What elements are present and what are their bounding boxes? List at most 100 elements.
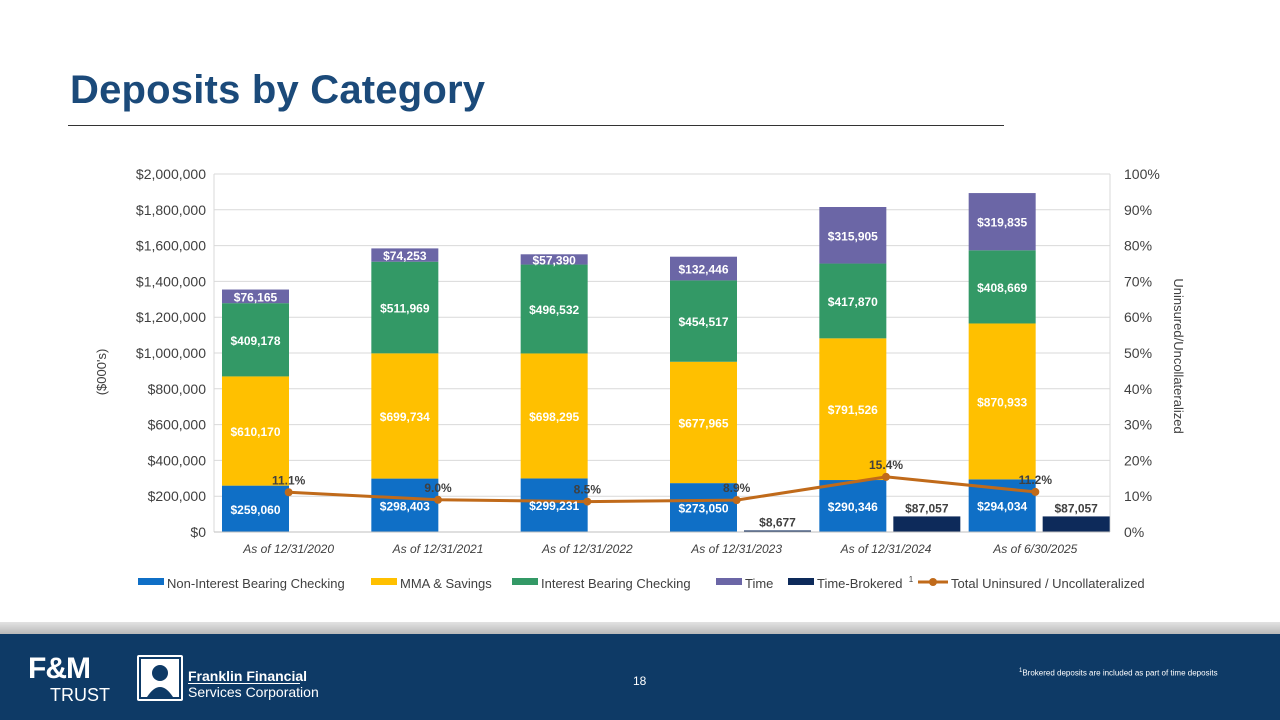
- time-data-label: $319,835: [977, 216, 1027, 230]
- y-tick-label: $200,000: [148, 488, 207, 504]
- y-tick-label: $0: [190, 524, 206, 540]
- company-name-line1: Franklin Financial: [188, 668, 308, 684]
- mma-data-label: $870,933: [977, 395, 1027, 409]
- footer-band: [0, 622, 1280, 634]
- time-data-label: $132,446: [678, 263, 728, 277]
- interest-bar: [520, 264, 588, 354]
- brokered-bar: [744, 530, 811, 532]
- non_interest-data-label: $290,346: [828, 500, 878, 514]
- x-axis: As of 12/31/2020 As of 12/31/2021 As of 12…: [214, 531, 1110, 556]
- legend-label: Time-Brokered: [817, 576, 902, 591]
- footnote-marker: 1: [1019, 668, 1023, 674]
- interest-bar: [968, 250, 1036, 324]
- brokered-data-label: $87,057: [905, 501, 949, 515]
- y-tick-label: $1,600,000: [136, 238, 206, 254]
- mma-data-label: $791,526: [828, 403, 878, 417]
- brokered-data-label: $8,677: [759, 515, 796, 529]
- mma-bar: [520, 353, 588, 479]
- mma-data-label: $677,965: [678, 416, 728, 430]
- y-tick-label: $1,400,000: [136, 273, 206, 289]
- uninsured-line-point: [732, 496, 741, 505]
- mma-bar: [670, 361, 737, 484]
- non_interest-bar: [371, 478, 439, 532]
- mma-bar: [371, 353, 439, 479]
- time-bar: [520, 254, 588, 265]
- legend-swatch: [371, 578, 397, 585]
- mma-bar: [222, 376, 289, 486]
- legend-label: Non-Interest Bearing Checking: [167, 576, 345, 591]
- uninsured-data-label: 15.4%: [869, 458, 903, 472]
- y2-tick-label: 80%: [1124, 238, 1152, 254]
- y-axis-title: ($000's): [94, 349, 109, 396]
- page-title: Deposits by Category: [70, 68, 486, 112]
- legend-label: Time: [745, 576, 773, 591]
- x-tick-label: As of 12/31/2024: [840, 542, 932, 556]
- fm-trust-logo: F&M TRUST: [28, 654, 110, 708]
- y2-tick-label: 70%: [1124, 273, 1152, 289]
- uninsured-line-point: [284, 488, 293, 497]
- interest-data-label: $417,870: [828, 295, 878, 309]
- non_interest-data-label: $294,034: [977, 500, 1027, 514]
- brokered-bar: [893, 516, 961, 532]
- mma-bar: [819, 338, 887, 481]
- non_interest-data-label: $299,231: [529, 499, 579, 513]
- footnote: 1Brokered deposits are included as part …: [1019, 666, 1229, 679]
- time-bar: [222, 289, 289, 304]
- franklin-seal-icon: [137, 655, 183, 701]
- brand-mark: F&M: [28, 652, 91, 685]
- legend-swatch-marker: [929, 578, 937, 586]
- y-tick-label: $400,000: [148, 452, 207, 468]
- title-divider: [68, 125, 1004, 126]
- interest-data-label: $409,178: [230, 334, 280, 348]
- x-tick-label: As of 12/31/2020: [242, 542, 334, 556]
- non_interest-bar: [670, 483, 737, 532]
- uninsured-line-point: [583, 497, 592, 506]
- y2-tick-label: 30%: [1124, 417, 1152, 433]
- brand-sub: TRUST: [50, 685, 110, 705]
- y2-tick-label: 50%: [1124, 345, 1152, 361]
- time-bar: [819, 206, 887, 264]
- time-data-label: $315,905: [828, 229, 878, 243]
- uninsured-data-label: 8.5%: [574, 483, 602, 497]
- y2-tick-label: 10%: [1124, 488, 1152, 504]
- uninsured-line-point: [882, 472, 890, 481]
- non_interest-bar: [819, 480, 887, 532]
- deposits-chart: $0 $200,000 $400,000 $600,000 $800,000 $1,000…: [94, 166, 1186, 591]
- company-name-line2: Services Corporation: [188, 684, 319, 700]
- interest-bar: [371, 261, 439, 354]
- chart-legend: Non-Interest Bearing Checking MMA & Savin…: [138, 575, 1145, 591]
- interest-bar: [819, 263, 887, 339]
- mma-data-label: $610,170: [230, 425, 280, 439]
- time-data-label: $74,253: [383, 249, 427, 263]
- time-data-label: $57,390: [532, 253, 576, 267]
- legend-label: Interest Bearing Checking: [541, 576, 691, 591]
- uninsured-line-point: [434, 495, 442, 504]
- y2-tick-label: 40%: [1124, 381, 1152, 397]
- legend-swatch: [716, 578, 742, 585]
- y2-tick-label: 90%: [1124, 202, 1152, 218]
- chart-bars: [222, 193, 1110, 532]
- legend-label: Total Uninsured / Uncollateralized: [951, 576, 1145, 591]
- legend-swatch: [788, 578, 814, 585]
- time-data-label: $76,165: [234, 290, 278, 304]
- y-tick-label: $2,000,000: [136, 166, 206, 182]
- legend-superscript: 1: [909, 575, 914, 584]
- legend-swatch: [512, 578, 538, 585]
- mma-bar: [968, 323, 1036, 480]
- interest-data-label: $496,532: [529, 303, 579, 317]
- non_interest-data-label: $298,403: [380, 499, 430, 513]
- legend-swatch: [138, 578, 164, 585]
- time-bar: [670, 256, 737, 281]
- footer: [0, 634, 1280, 720]
- y2-axis-title: Uninsured/Uncollateralized: [1171, 278, 1186, 433]
- non_interest-bar: [222, 485, 289, 532]
- non_interest-data-label: $259,060: [230, 503, 280, 517]
- non_interest-bar: [520, 478, 588, 532]
- y-tick-label: $800,000: [148, 381, 207, 397]
- page-number: 18: [633, 674, 647, 688]
- interest-bar: [222, 303, 289, 377]
- y-tick-label: $1,800,000: [136, 202, 206, 218]
- y2-tick-label: 60%: [1124, 309, 1152, 325]
- interest-data-label: $454,517: [678, 315, 728, 329]
- x-tick-label: As of 12/31/2021: [392, 542, 484, 556]
